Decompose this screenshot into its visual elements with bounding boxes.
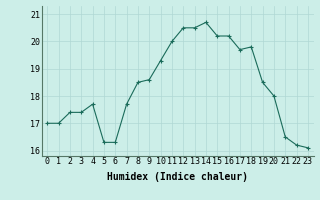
X-axis label: Humidex (Indice chaleur): Humidex (Indice chaleur) <box>107 172 248 182</box>
